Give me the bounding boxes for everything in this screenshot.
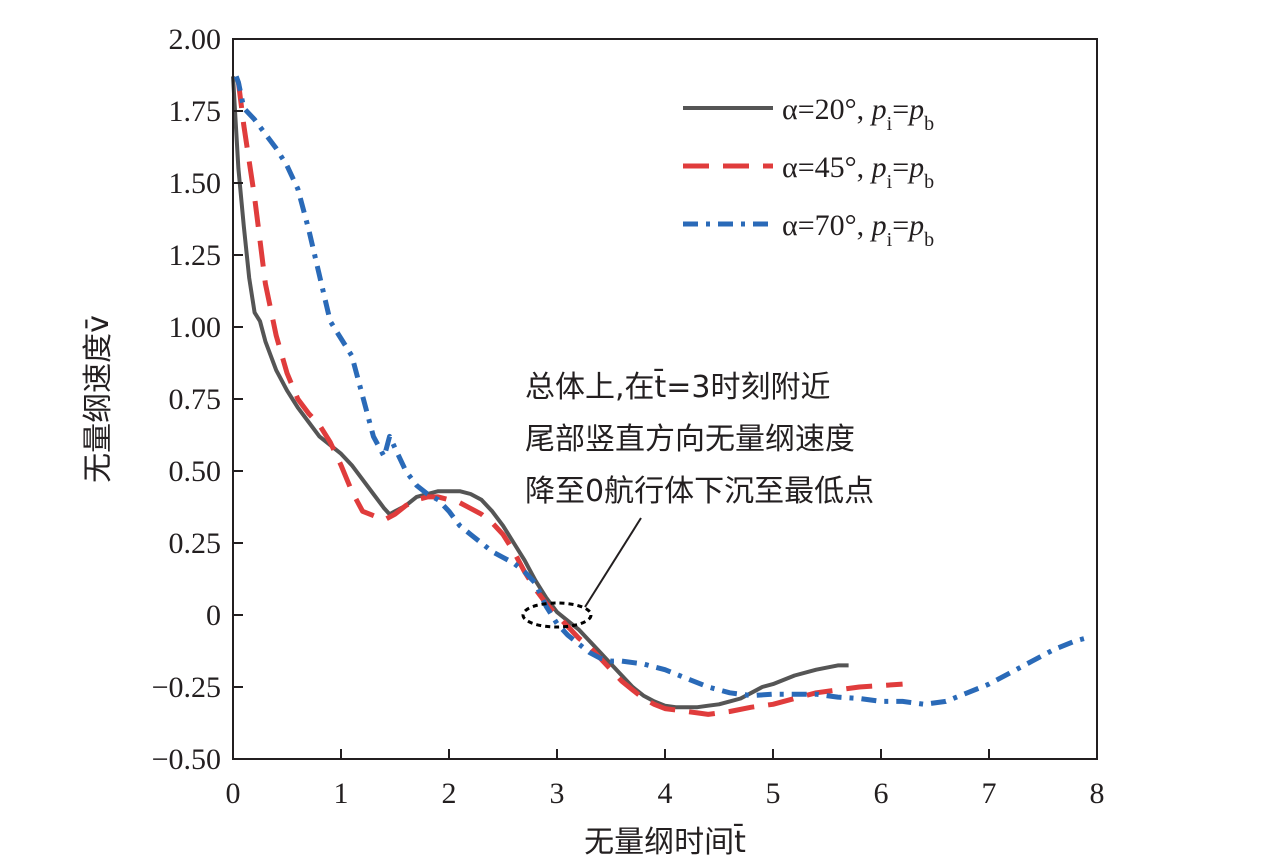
- legend-label-part: b: [924, 229, 934, 251]
- annotation: 总体上,在t̄=3时刻附近 尾部竖直方向无量纲速度 降至0航行体下沉至最低点: [521, 369, 874, 629]
- legend-label-part: p: [907, 151, 924, 184]
- x-tick-label: 5: [766, 777, 781, 810]
- legend-label-3: α=70°, pi=pb: [782, 209, 934, 251]
- x-tick-label: 3: [550, 777, 565, 810]
- y-tick-label: 0.25: [169, 527, 222, 560]
- x-tick-label: 0: [226, 777, 241, 810]
- y-tick-label: −0.25: [152, 671, 221, 704]
- x-tick-label: 6: [874, 777, 889, 810]
- legend-label-part: i: [887, 171, 893, 193]
- ticks-layer: 0 1 2 3 4 5 6 7 8 −0.50 −0.25 0 0.25 0.50 0.75 1.00 1.25…: [152, 23, 1105, 810]
- x-tick-label: 4: [658, 777, 673, 810]
- annotation-line-2: 尾部竖直方向无量纲速度: [525, 422, 855, 457]
- legend-label-part: α=70°,: [782, 209, 872, 242]
- legend-label-part: p: [907, 93, 924, 126]
- legend-label-1: α=20°, pi=pb: [782, 93, 934, 135]
- legend-label-part: p: [870, 209, 887, 242]
- annotation-line-1: 总体上,在t̄=3时刻附近: [525, 369, 831, 405]
- annotation-ellipse: [521, 601, 593, 629]
- legend: α=20°, pi=pbα=45°, pi=pbα=70°, pi=pb: [683, 93, 934, 251]
- y-tick-label: 1.50: [169, 167, 222, 200]
- legend-label-part: p: [907, 209, 924, 242]
- legend-label-part: =: [892, 151, 909, 184]
- y-tick-label: −0.50: [152, 743, 221, 776]
- series-layer: [231, 75, 1087, 717]
- legend-label-2: α=45°, pi=pb: [782, 151, 934, 193]
- legend-label-part: α=45°,: [782, 151, 872, 184]
- legend-label-part: =: [892, 209, 909, 242]
- legend-label-part: b: [924, 113, 934, 135]
- legend-label-part: b: [924, 171, 934, 193]
- legend-label-part: i: [887, 113, 893, 135]
- y-tick-label: 2.00: [169, 23, 222, 56]
- y-tick-label: 1.25: [169, 239, 222, 272]
- legend-label-part: α=20°,: [782, 93, 872, 126]
- annotation-leader-line: [584, 517, 642, 608]
- y-tick-label: 0.75: [169, 383, 222, 416]
- legend-label-part: =: [892, 93, 909, 126]
- legend-label-part: p: [870, 151, 887, 184]
- x-tick-label: 1: [334, 777, 349, 810]
- x-axis-label: 无量纲时间t̄: [584, 824, 746, 860]
- y-tick-label: 1.00: [169, 311, 222, 344]
- x-tick-label: 8: [1090, 777, 1105, 810]
- y-tick-label: 0: [206, 599, 221, 632]
- annotation-line-3: 降至0航行体下沉至最低点: [525, 474, 874, 509]
- y-tick-label: 1.75: [169, 95, 222, 128]
- legend-label-part: p: [870, 93, 887, 126]
- y-tick-label: 0.50: [169, 455, 222, 488]
- x-tick-label: 7: [982, 777, 997, 810]
- x-tick-label: 2: [442, 777, 457, 810]
- series-line-1: [231, 76, 849, 710]
- legend-label-part: i: [887, 229, 893, 251]
- y-axis-label: 无量纲速度v̄: [81, 315, 116, 483]
